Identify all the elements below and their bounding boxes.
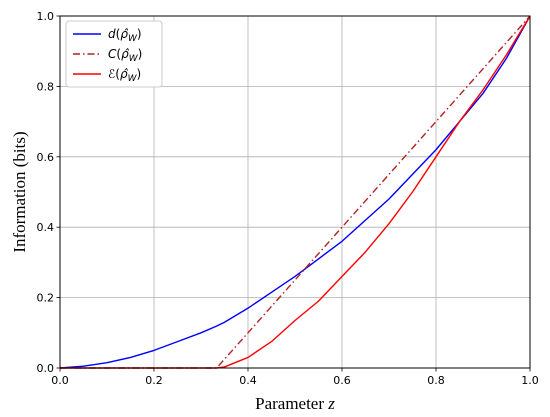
legend-arg: ρ̂ bbox=[120, 27, 129, 41]
y-tick-label: 0.0 bbox=[37, 362, 55, 375]
legend-box bbox=[65, 20, 163, 88]
series-line-1 bbox=[60, 15, 531, 369]
legend-paren-open: ( bbox=[116, 27, 121, 41]
x-tick-label: 0.0 bbox=[51, 374, 69, 387]
legend-label-1: C(ρ̂W) bbox=[108, 47, 142, 64]
series-line-0 bbox=[59, 15, 531, 369]
legend-paren-close: ) bbox=[136, 67, 141, 81]
x-axis-label: Parameter z bbox=[255, 394, 335, 413]
x-tick-label: 0.2 bbox=[145, 374, 163, 387]
y-tick-label: 0.2 bbox=[37, 292, 55, 305]
legend: d(ρ̂W)C(ρ̂W)ℰ(ρ̂W) bbox=[65, 20, 163, 88]
legend-arg-sub: W bbox=[129, 54, 139, 64]
y-axis-label: Information (bits) bbox=[10, 131, 29, 252]
legend-fn: d bbox=[108, 27, 116, 41]
x-tick-label: 0.4 bbox=[239, 374, 257, 387]
legend-arg-sub: W bbox=[128, 34, 138, 44]
legend-fn: ℰ bbox=[108, 67, 115, 81]
legend-arg: ρ̂ bbox=[120, 67, 129, 81]
legend-paren-open: ( bbox=[116, 47, 121, 61]
x-tick-label: 0.6 bbox=[333, 374, 351, 387]
legend-fn: C bbox=[108, 47, 117, 61]
x-tick-label: 1.0 bbox=[521, 374, 539, 387]
y-tick-label: 0.6 bbox=[37, 151, 55, 164]
x-tick-label: 0.8 bbox=[427, 374, 445, 387]
legend-paren-open: ( bbox=[115, 67, 120, 81]
legend-paren-close: ) bbox=[137, 27, 142, 41]
plot-frame bbox=[59, 15, 531, 369]
legend-label-2: ℰ(ρ̂W) bbox=[108, 67, 141, 84]
x-axis-label-variable: z bbox=[327, 394, 335, 413]
y-tick-label: 0.8 bbox=[37, 80, 55, 93]
axis-ticks: 0.0 0.2 0.4 0.6 0.8 1.0 0.0 0.2 0.4 0.6 0.8 1.0 bbox=[37, 10, 539, 387]
legend-arg: ρ̂ bbox=[121, 47, 130, 61]
y-tick-label: 1.0 bbox=[37, 10, 55, 23]
legend-paren-close: ) bbox=[138, 47, 143, 61]
y-tick-label: 0.4 bbox=[37, 221, 55, 234]
x-axis-label-text: Parameter bbox=[255, 394, 328, 413]
legend-arg-sub: W bbox=[128, 74, 138, 84]
legend-label-0: d(ρ̂W) bbox=[108, 27, 142, 44]
